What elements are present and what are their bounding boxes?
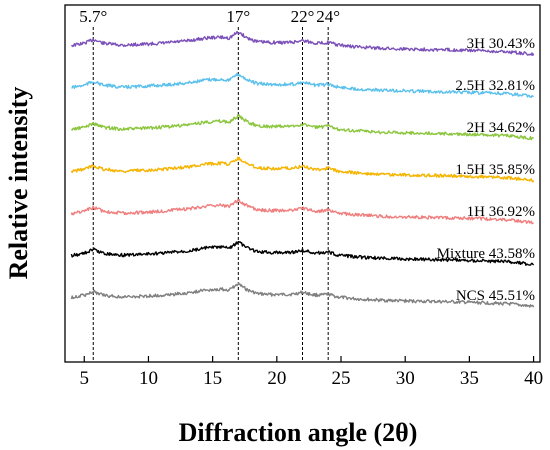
series-line [70,156,535,183]
x-tick-label: 35 [460,368,479,389]
ref-line-label: 24° [316,7,340,26]
series-label: 1.5H 35.85% [455,162,535,178]
series-label: 2.5H 32.81% [455,78,535,94]
x-tick-label: 25 [332,368,351,389]
series-line [70,240,535,266]
series-label: NCS 45.51% [456,288,535,304]
ref-line-label: 22° [291,7,315,26]
series-line [70,30,535,56]
series-label: Mixture 43.58% [437,246,535,262]
x-axis-ticks: 5 10 15 20 25 30 35 40 [80,356,543,389]
x-tick-label: 15 [203,368,222,389]
series-line [71,72,534,98]
reference-lines: 5.7° 17° 22° 24° [79,7,340,362]
x-axis-title: Diffraction angle (2θ) [179,418,418,447]
ref-line-label: 5.7° [79,7,107,26]
y-axis-title: Relative intensity [4,87,33,280]
ref-line-label: 17° [226,7,250,26]
series-group: 3H 30.43% 2.5H 32.81% 2H 34.62% 1.5H 35.85%… [70,30,535,308]
series-line [70,199,534,225]
x-tick-label: 30 [396,368,415,389]
plot-frame [64,4,541,363]
x-tick-label: 5 [80,368,90,389]
x-tick-label: 20 [267,368,286,389]
x-tick-label: 10 [139,368,158,389]
x-tick-label: 40 [524,368,543,389]
series-line [70,282,535,308]
series-line [70,114,535,141]
series-label: 3H 30.43% [467,36,535,52]
series-label: 1H 36.92% [467,204,535,220]
series-label: 2H 34.62% [467,120,535,136]
